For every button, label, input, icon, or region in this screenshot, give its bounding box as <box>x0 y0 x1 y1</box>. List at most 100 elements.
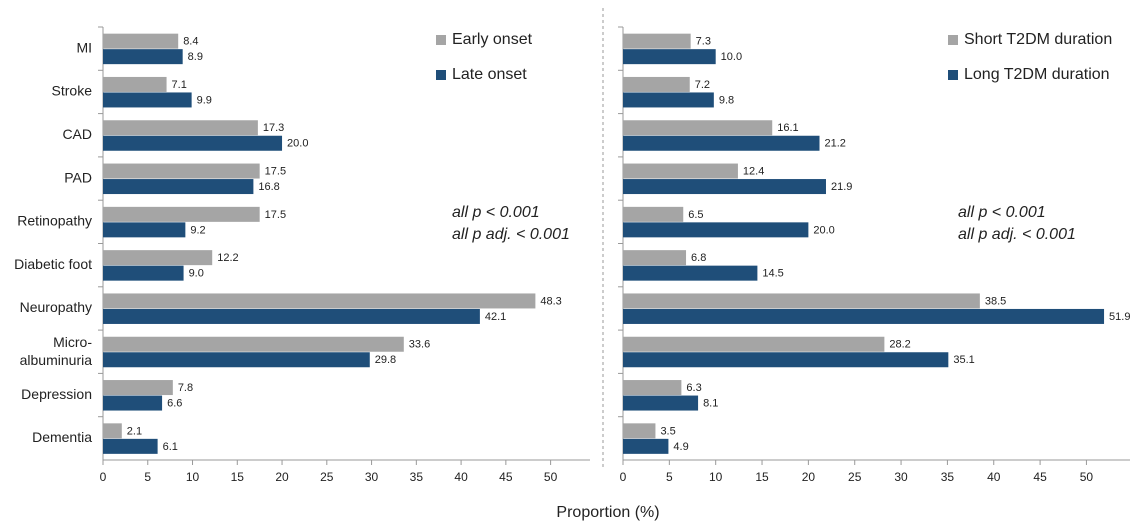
data-label: 3.5 <box>660 425 675 437</box>
x-tick-label: 5 <box>666 470 673 484</box>
annotation: all p < 0.001 <box>452 204 540 221</box>
x-tick-label: 40 <box>454 470 468 484</box>
bar <box>623 336 885 352</box>
bar <box>623 438 669 454</box>
bar <box>103 76 167 92</box>
x-tick-label: 25 <box>848 470 862 484</box>
bar <box>103 293 536 309</box>
legend-swatch <box>436 35 446 45</box>
bar <box>623 293 980 309</box>
y-tick-label: Stroke <box>52 83 93 99</box>
bar <box>103 206 260 222</box>
y-tick-label: Depression <box>21 386 92 402</box>
data-label: 6.3 <box>686 382 701 394</box>
x-tick-label: 15 <box>231 470 245 484</box>
data-label: 51.9 <box>1109 311 1130 323</box>
x-tick-label: 50 <box>1080 470 1094 484</box>
data-label: 6.6 <box>167 397 182 409</box>
x-tick-label: 40 <box>987 470 1001 484</box>
y-tick-label: Diabetic foot <box>14 256 92 272</box>
x-tick-label: 35 <box>941 470 955 484</box>
data-label: 16.1 <box>777 122 798 134</box>
bar <box>623 120 773 136</box>
data-label: 9.2 <box>190 224 205 236</box>
x-tick-label: 50 <box>544 470 558 484</box>
bar <box>623 423 656 439</box>
bar <box>623 49 716 65</box>
bar <box>623 135 820 151</box>
data-label: 9.0 <box>189 268 204 280</box>
annotation: all p < 0.001 <box>958 204 1046 221</box>
bar <box>103 336 404 352</box>
legend-swatch <box>948 70 958 80</box>
data-label: 17.3 <box>263 122 284 134</box>
data-label: 6.1 <box>163 441 178 453</box>
y-tick-label: Neuropathy <box>20 299 92 315</box>
legend-label: Short T2DM duration <box>964 31 1112 48</box>
y-tick-label: MI <box>76 39 92 55</box>
data-label: 6.5 <box>688 209 703 221</box>
data-label: 12.4 <box>743 165 764 177</box>
data-label: 2.1 <box>127 425 142 437</box>
y-tick-label: CAD <box>62 126 92 142</box>
bar <box>623 92 714 108</box>
bar <box>103 179 254 195</box>
data-label: 14.5 <box>762 268 783 280</box>
bar <box>103 352 370 368</box>
data-label: 17.5 <box>265 165 286 177</box>
bar <box>103 135 283 151</box>
data-label: 28.2 <box>889 339 910 351</box>
legend-swatch <box>436 70 446 80</box>
data-label: 7.2 <box>695 79 710 91</box>
data-label: 21.2 <box>824 138 845 150</box>
x-tick-label: 35 <box>410 470 424 484</box>
bar <box>623 352 949 368</box>
data-label: 42.1 <box>485 311 506 323</box>
bar <box>623 380 682 396</box>
bar <box>623 163 738 179</box>
bar <box>623 265 758 281</box>
bar <box>103 222 186 238</box>
data-label: 21.9 <box>831 181 852 193</box>
bar <box>623 76 690 92</box>
data-label: 12.2 <box>217 252 238 264</box>
data-label: 7.8 <box>178 382 193 394</box>
data-label: 6.8 <box>691 252 706 264</box>
data-label: 20.0 <box>813 224 834 236</box>
data-label: 4.9 <box>673 441 688 453</box>
data-label: 9.8 <box>719 94 734 106</box>
data-label: 35.1 <box>953 354 974 366</box>
bar <box>623 33 691 49</box>
bar <box>103 163 260 179</box>
x-tick-label: 20 <box>802 470 816 484</box>
data-label: 8.9 <box>188 51 203 63</box>
x-tick-label: 0 <box>100 470 107 484</box>
data-label: 8.4 <box>183 36 198 48</box>
data-label: 16.8 <box>258 181 279 193</box>
data-label: 38.5 <box>985 295 1006 307</box>
legend-label: Long T2DM duration <box>964 66 1110 83</box>
data-label: 29.8 <box>375 354 396 366</box>
x-tick-label: 10 <box>186 470 200 484</box>
bar <box>103 438 158 454</box>
bar <box>623 308 1105 324</box>
data-label: 9.9 <box>197 94 212 106</box>
bar <box>103 120 258 136</box>
annotation: all p adj. < 0.001 <box>958 226 1076 243</box>
bar <box>103 33 179 49</box>
x-tick-label: 20 <box>275 470 289 484</box>
data-label: 20.0 <box>287 138 308 150</box>
bar <box>103 423 122 439</box>
data-label: 10.0 <box>721 51 742 63</box>
bar <box>623 222 809 238</box>
bar <box>103 49 183 65</box>
bar <box>103 308 480 324</box>
x-tick-label: 45 <box>1033 470 1047 484</box>
bar <box>623 179 826 195</box>
x-tick-label: 25 <box>320 470 334 484</box>
bar <box>623 395 699 411</box>
x-tick-label: 15 <box>755 470 769 484</box>
data-label: 48.3 <box>540 295 561 307</box>
x-tick-label: 30 <box>894 470 908 484</box>
